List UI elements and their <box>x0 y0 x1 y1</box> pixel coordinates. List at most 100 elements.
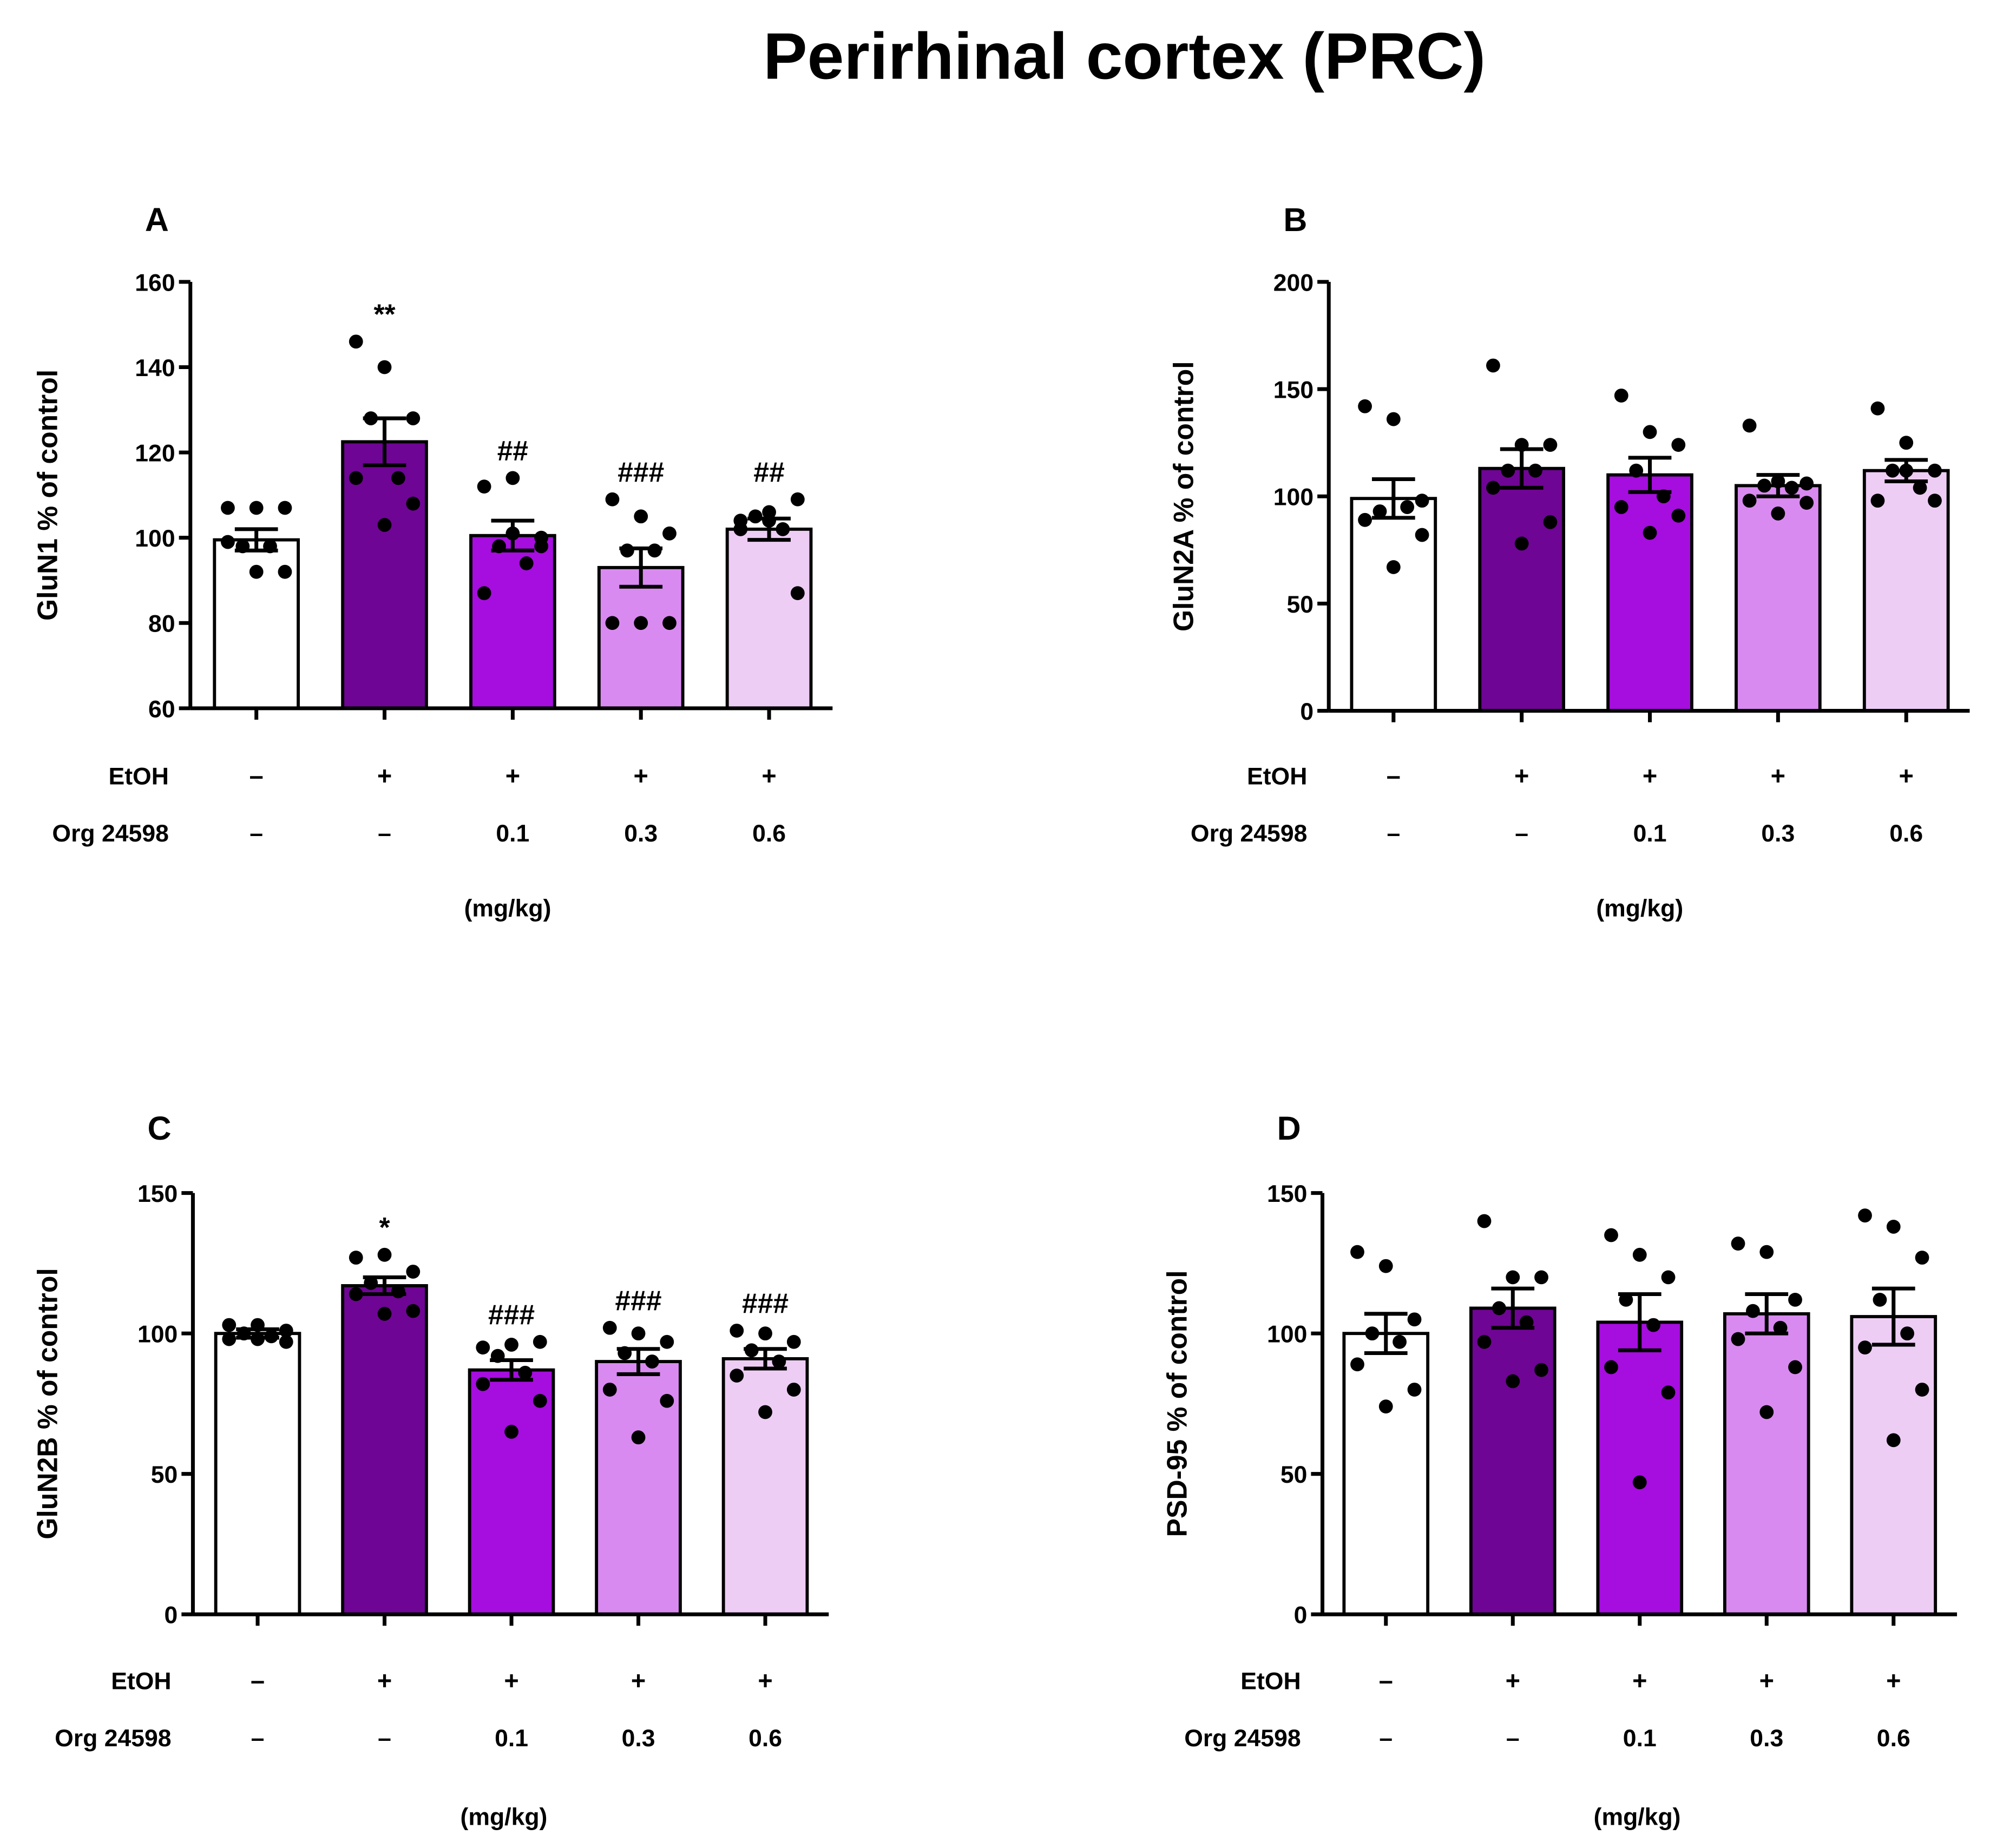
y-axis-label: GluN2A % of control <box>1167 361 1199 632</box>
data-point <box>748 509 763 524</box>
figure-title: Perirhinal cortex (PRC) <box>763 19 1486 93</box>
data-point <box>377 1306 392 1321</box>
bar <box>1862 469 1950 713</box>
org-row-label: Org 24598 <box>52 820 168 847</box>
org-dose-value: 0.3 <box>1761 820 1795 847</box>
org-dose-value: – <box>1515 820 1528 847</box>
y-axis-label: GluN1 % of control <box>32 370 63 621</box>
data-point <box>1477 1334 1492 1349</box>
y-tick-label: 50 <box>1280 1462 1308 1488</box>
bar <box>468 1368 555 1616</box>
panel-letter: A <box>145 201 169 238</box>
data-point <box>1534 1270 1548 1285</box>
data-point <box>1604 1360 1618 1375</box>
data-point <box>605 616 620 630</box>
data-point <box>1378 1399 1393 1414</box>
data-point <box>1858 1340 1872 1355</box>
data-point <box>1759 1245 1774 1259</box>
org-row-label: Org 24598 <box>55 1725 171 1752</box>
data-point <box>662 616 677 630</box>
etoh-row-label: EtOH <box>1247 764 1307 790</box>
data-point <box>1534 1363 1548 1377</box>
data-point <box>1358 512 1372 527</box>
data-point <box>602 1320 617 1335</box>
data-point <box>406 1304 421 1318</box>
data-point <box>1915 1251 1929 1265</box>
bar <box>1723 1312 1810 1616</box>
bar <box>1342 1332 1430 1616</box>
unit-label: (mg/kg) <box>461 1804 548 1830</box>
data-point <box>1646 1318 1660 1332</box>
data-point <box>620 543 634 558</box>
org-dose-value: 0.3 <box>622 1725 655 1752</box>
data-point <box>1643 525 1657 540</box>
data-point <box>406 496 421 511</box>
y-tick-label: 150 <box>137 1181 178 1207</box>
data-point <box>1604 1228 1618 1242</box>
etoh-value: – <box>1379 1667 1393 1695</box>
data-point <box>377 518 392 532</box>
data-point <box>279 1324 293 1338</box>
data-point <box>533 1393 547 1408</box>
panel-c: C GluN2B % of control * ### ### ### 0 50 100 150 –… <box>32 1110 829 1830</box>
data-point <box>349 1287 363 1301</box>
org-dose-value: 0.6 <box>748 1725 782 1752</box>
data-point <box>634 509 648 524</box>
org-row-label: Org 24598 <box>1184 1725 1301 1752</box>
org-dose-value: – <box>251 1725 265 1752</box>
bar <box>341 1284 428 1616</box>
unit-label: (mg/kg) <box>464 895 551 922</box>
y-tick-label: 200 <box>1273 269 1313 296</box>
significance-label: ### <box>615 1285 662 1316</box>
data-point <box>1788 1292 1802 1307</box>
data-point <box>1899 436 1914 450</box>
bar <box>725 527 813 710</box>
etoh-value: – <box>251 1667 265 1695</box>
data-point <box>349 334 363 349</box>
data-point <box>730 1324 744 1338</box>
significance-label: ## <box>753 456 784 488</box>
y-axis-label: PSD-95 % of control <box>1161 1270 1193 1537</box>
data-point <box>1543 515 1558 529</box>
data-point <box>634 616 648 630</box>
y-tick-label: 150 <box>1273 377 1313 403</box>
etoh-value: + <box>505 762 520 790</box>
data-point <box>1506 1270 1520 1285</box>
data-point <box>1506 1374 1520 1389</box>
data-point <box>1799 496 1814 510</box>
y-tick-label: 100 <box>135 525 175 552</box>
data-point <box>377 360 392 374</box>
etoh-value: + <box>1514 762 1529 790</box>
org-dose-value: 0.3 <box>1750 1725 1783 1752</box>
org-dose-value: 0.1 <box>496 820 529 847</box>
data-point <box>1614 389 1628 403</box>
etoh-value: + <box>761 762 776 790</box>
data-point <box>1900 1326 1915 1341</box>
data-point <box>1661 1385 1676 1400</box>
etoh-row-label: EtOH <box>109 764 169 790</box>
data-point <box>602 1383 617 1397</box>
org-dose-value: 0.6 <box>752 820 786 847</box>
data-point <box>786 1383 801 1397</box>
etoh-value: – <box>1387 762 1401 790</box>
data-point <box>278 564 292 579</box>
data-point <box>477 479 491 494</box>
panel-d: D PSD-95 % of control 0 50 100 150 – – + – +0.1 +0.… <box>1161 1110 1958 1830</box>
bar <box>721 1357 809 1616</box>
data-point <box>1350 1245 1364 1259</box>
data-point <box>1928 463 1942 478</box>
panel-letter: D <box>1277 1110 1301 1147</box>
org-row-label: Org 24598 <box>1191 820 1307 847</box>
org-dose-value: – <box>1379 1725 1393 1752</box>
data-point <box>1773 1320 1788 1335</box>
org-dose-value: 0.3 <box>624 820 658 847</box>
data-point <box>377 1247 392 1262</box>
y-tick-label: 50 <box>1287 591 1314 618</box>
etoh-row-label: EtOH <box>111 1668 171 1695</box>
data-point <box>1358 399 1372 413</box>
unit-label: (mg/kg) <box>1596 895 1683 922</box>
data-point <box>733 522 748 536</box>
y-tick-label: 150 <box>1267 1181 1307 1207</box>
data-point <box>660 1334 674 1349</box>
